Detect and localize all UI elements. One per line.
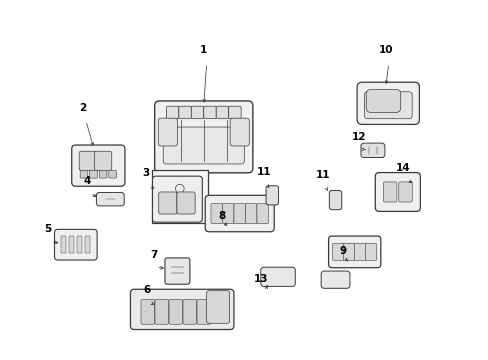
Bar bbox=[77, 236, 82, 253]
FancyBboxPatch shape bbox=[354, 243, 365, 261]
FancyBboxPatch shape bbox=[141, 299, 154, 324]
FancyBboxPatch shape bbox=[179, 106, 191, 119]
FancyBboxPatch shape bbox=[256, 203, 268, 224]
Text: 4: 4 bbox=[83, 176, 91, 186]
FancyBboxPatch shape bbox=[159, 192, 177, 214]
FancyBboxPatch shape bbox=[94, 151, 112, 170]
FancyBboxPatch shape bbox=[164, 258, 189, 284]
Bar bbox=[151, 170, 208, 223]
FancyBboxPatch shape bbox=[375, 172, 420, 211]
FancyBboxPatch shape bbox=[228, 106, 241, 119]
FancyBboxPatch shape bbox=[183, 299, 196, 324]
FancyBboxPatch shape bbox=[360, 143, 384, 157]
Text: 6: 6 bbox=[143, 285, 150, 295]
FancyBboxPatch shape bbox=[210, 203, 222, 224]
FancyBboxPatch shape bbox=[109, 170, 116, 178]
FancyBboxPatch shape bbox=[197, 299, 210, 324]
FancyBboxPatch shape bbox=[265, 186, 278, 205]
FancyBboxPatch shape bbox=[233, 203, 245, 224]
Bar bbox=[85, 236, 90, 253]
Bar bbox=[69, 236, 74, 253]
FancyBboxPatch shape bbox=[191, 106, 203, 119]
Bar bbox=[61, 236, 66, 253]
FancyBboxPatch shape bbox=[163, 127, 244, 164]
FancyBboxPatch shape bbox=[230, 118, 249, 146]
FancyBboxPatch shape bbox=[99, 170, 107, 178]
Text: 8: 8 bbox=[218, 211, 225, 221]
FancyBboxPatch shape bbox=[222, 203, 233, 224]
Text: 12: 12 bbox=[351, 132, 366, 142]
Text: 14: 14 bbox=[395, 163, 410, 173]
FancyBboxPatch shape bbox=[328, 236, 380, 268]
Text: 7: 7 bbox=[149, 249, 157, 260]
FancyBboxPatch shape bbox=[343, 243, 354, 261]
FancyBboxPatch shape bbox=[89, 170, 97, 178]
Text: 1: 1 bbox=[200, 45, 207, 55]
Text: 9: 9 bbox=[339, 246, 346, 256]
FancyBboxPatch shape bbox=[72, 145, 124, 186]
FancyBboxPatch shape bbox=[260, 267, 295, 287]
FancyBboxPatch shape bbox=[216, 106, 228, 119]
FancyBboxPatch shape bbox=[364, 92, 411, 119]
Text: 11: 11 bbox=[315, 170, 330, 180]
FancyBboxPatch shape bbox=[206, 291, 229, 323]
Text: 10: 10 bbox=[378, 45, 392, 55]
FancyBboxPatch shape bbox=[205, 195, 274, 232]
FancyBboxPatch shape bbox=[54, 229, 97, 260]
FancyBboxPatch shape bbox=[356, 82, 419, 125]
FancyBboxPatch shape bbox=[79, 151, 96, 170]
Text: 11: 11 bbox=[256, 167, 270, 177]
FancyBboxPatch shape bbox=[245, 203, 256, 224]
FancyBboxPatch shape bbox=[328, 190, 341, 210]
Text: 3: 3 bbox=[142, 168, 150, 178]
FancyBboxPatch shape bbox=[398, 182, 411, 202]
FancyBboxPatch shape bbox=[166, 106, 179, 119]
FancyBboxPatch shape bbox=[80, 170, 88, 178]
FancyBboxPatch shape bbox=[154, 101, 252, 173]
FancyBboxPatch shape bbox=[383, 182, 396, 202]
FancyBboxPatch shape bbox=[155, 299, 168, 324]
FancyBboxPatch shape bbox=[177, 192, 195, 214]
Text: 13: 13 bbox=[253, 274, 268, 284]
FancyBboxPatch shape bbox=[321, 271, 349, 288]
FancyBboxPatch shape bbox=[152, 176, 202, 222]
FancyBboxPatch shape bbox=[158, 118, 177, 146]
FancyBboxPatch shape bbox=[169, 299, 182, 324]
FancyBboxPatch shape bbox=[366, 89, 400, 112]
Text: 2: 2 bbox=[79, 103, 86, 113]
Text: 5: 5 bbox=[44, 224, 52, 234]
FancyBboxPatch shape bbox=[365, 243, 376, 261]
FancyBboxPatch shape bbox=[203, 106, 216, 119]
FancyBboxPatch shape bbox=[96, 193, 124, 206]
FancyBboxPatch shape bbox=[332, 243, 344, 261]
FancyBboxPatch shape bbox=[130, 289, 233, 329]
